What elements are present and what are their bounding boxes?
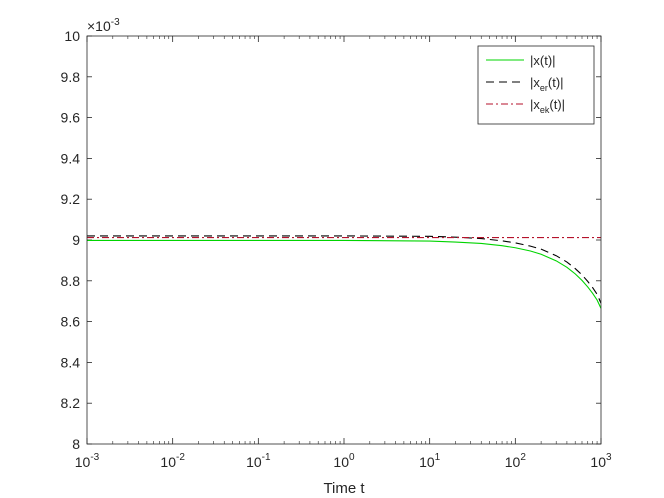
- legend-label-2: |xer(t)|: [530, 75, 564, 93]
- y-tick-label: 9.2: [61, 191, 81, 207]
- series-line-2: [87, 235, 601, 304]
- x-tick-label: 100: [333, 452, 355, 470]
- x-tick-label: 10-2: [160, 452, 185, 470]
- legend-box: [477, 45, 595, 125]
- x-tick-label: 10-1: [246, 452, 271, 470]
- legend: |x(t)| |xer(t)| |xek(t)|: [477, 45, 595, 125]
- plot-area-frame: [86, 35, 602, 445]
- y-tick-label: 8.2: [61, 395, 81, 411]
- y-tick-label: 9.8: [61, 69, 81, 85]
- x-tick-label: 10-3: [75, 452, 100, 470]
- y-tick-label: 9: [72, 232, 80, 248]
- x-tick-label: 103: [590, 452, 612, 470]
- x-tick-label: 102: [505, 452, 527, 470]
- y-tick-label: 10: [64, 28, 80, 44]
- y-tick-label: 8.8: [61, 273, 81, 289]
- y-tick-labels: 8 8.2 8.4 8.6 8.8 9 9.2 9.4 9.6 9.8 10: [61, 28, 81, 452]
- x-axis-label: Time t: [323, 480, 365, 497]
- y-multiplier-label: ×10-3: [87, 17, 120, 34]
- x-tick-labels: 10-3 10-2 10-1 100 101 102 103: [75, 452, 612, 470]
- y-tick-label: 9.4: [61, 150, 81, 166]
- series-lines: [87, 235, 601, 309]
- y-tick-label: 8.4: [61, 354, 81, 370]
- legend-label-3: |xek(t)|: [530, 97, 565, 115]
- series-line-1: [87, 239, 601, 309]
- y-tick-label: 8.6: [61, 314, 81, 330]
- y-tick-label: 8: [72, 436, 80, 452]
- x-tick-label: 101: [419, 452, 441, 470]
- legend-label-1: |x(t)|: [530, 53, 556, 68]
- y-tick-label: 9.6: [61, 110, 81, 126]
